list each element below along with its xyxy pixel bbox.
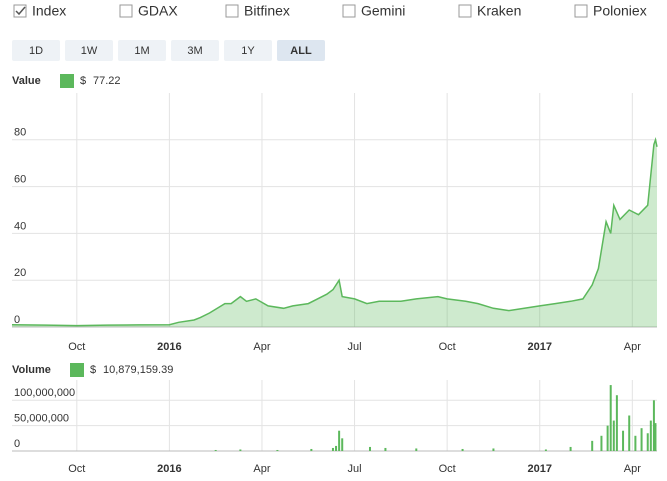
range-label[interactable]: ALL xyxy=(290,45,312,57)
legend-currency: $ xyxy=(80,75,86,87)
legend-swatch xyxy=(60,74,74,88)
volume-bar xyxy=(628,415,631,451)
volume-bar xyxy=(634,435,637,451)
volume-bar xyxy=(310,448,313,451)
volume-bar xyxy=(214,449,217,451)
x-tick-label: 2017 xyxy=(527,463,551,475)
y-tick-label: 0 xyxy=(14,438,20,450)
x-tick-label: 2017 xyxy=(527,341,551,353)
volume-bar xyxy=(622,430,625,451)
range-button[interactable] xyxy=(12,40,60,61)
y-tick-label: 60 xyxy=(14,174,26,186)
x-tick-label: 2016 xyxy=(157,463,181,475)
range-button[interactable] xyxy=(171,40,219,61)
exchange-label[interactable]: Index xyxy=(32,3,66,19)
range-label[interactable]: 1Y xyxy=(241,45,255,57)
x-tick-label: 2016 xyxy=(157,341,181,353)
volume-bar xyxy=(640,428,643,451)
range-label[interactable]: 1M xyxy=(134,45,149,57)
volume-bar xyxy=(646,433,649,451)
legend-title: Volume xyxy=(12,364,51,376)
checkbox[interactable] xyxy=(574,4,588,18)
y-tick-label: 20 xyxy=(14,267,26,279)
volume-bar xyxy=(591,440,594,451)
range-button[interactable] xyxy=(277,40,325,61)
checkbox[interactable] xyxy=(342,4,356,18)
exchange-label[interactable]: Kraken xyxy=(477,3,521,19)
exchange-label[interactable]: Gemini xyxy=(361,3,405,19)
x-tick-label: Oct xyxy=(68,463,85,475)
checkbox[interactable] xyxy=(119,4,133,18)
x-tick-label: Apr xyxy=(253,463,270,475)
volume-bar xyxy=(368,446,371,451)
checkbox[interactable] xyxy=(225,4,239,18)
volume-bar xyxy=(654,423,657,451)
check-mark xyxy=(15,6,26,16)
volume-bar xyxy=(461,448,464,451)
volume-bar xyxy=(239,449,242,451)
price-line xyxy=(11,136,658,327)
legend-value: 10,879,159.39 xyxy=(103,364,173,376)
volume-bar xyxy=(652,400,655,451)
y-tick-label: 80 xyxy=(14,127,26,139)
x-tick-label: Jul xyxy=(348,341,362,353)
volume-bar xyxy=(335,445,338,451)
volume-bar xyxy=(492,448,495,451)
checkbox[interactable] xyxy=(13,4,27,18)
exchange-label[interactable]: GDAX xyxy=(138,3,178,19)
exchange-label[interactable]: Bitfinex xyxy=(244,3,290,19)
x-tick-label: Oct xyxy=(68,341,85,353)
range-label[interactable]: 3M xyxy=(187,45,202,57)
legend-swatch xyxy=(70,363,84,377)
volume-bar xyxy=(609,385,612,451)
volume-bar xyxy=(384,447,387,451)
range-button[interactable] xyxy=(65,40,113,61)
volume-bar xyxy=(338,430,341,451)
y-tick-label: 50,000,000 xyxy=(14,413,69,425)
volume-bar xyxy=(276,449,279,451)
x-tick-label: Oct xyxy=(439,463,456,475)
range-button[interactable] xyxy=(118,40,166,61)
volume-bar xyxy=(649,420,652,451)
legend-currency: $ xyxy=(90,364,96,376)
volume-bar xyxy=(569,446,572,451)
range-button[interactable] xyxy=(224,40,272,61)
x-tick-label: Apr xyxy=(624,463,641,475)
range-label[interactable]: 1W xyxy=(81,45,98,57)
checkbox[interactable] xyxy=(458,4,472,18)
y-tick-label: 40 xyxy=(14,220,26,232)
volume-bar xyxy=(600,435,603,451)
area-fill xyxy=(12,139,657,327)
volume-bar xyxy=(612,420,615,451)
volume-bar xyxy=(544,449,547,451)
volume-bar xyxy=(415,448,418,451)
x-tick-label: Apr xyxy=(253,341,270,353)
volume-bar xyxy=(331,447,334,451)
volume-bar xyxy=(606,425,609,451)
y-tick-label: 0 xyxy=(14,314,20,326)
volume-bar xyxy=(615,395,618,451)
y-tick-label: 100,000,000 xyxy=(14,387,75,399)
legend-value: 77.22 xyxy=(93,75,121,87)
volume-bar xyxy=(341,438,344,451)
x-tick-label: Jul xyxy=(348,463,362,475)
legend-title: Value xyxy=(12,75,41,87)
exchange-label[interactable]: Poloniex xyxy=(593,3,647,19)
x-tick-label: Oct xyxy=(439,341,456,353)
x-tick-label: Apr xyxy=(624,341,641,353)
range-label[interactable]: 1D xyxy=(29,45,43,57)
